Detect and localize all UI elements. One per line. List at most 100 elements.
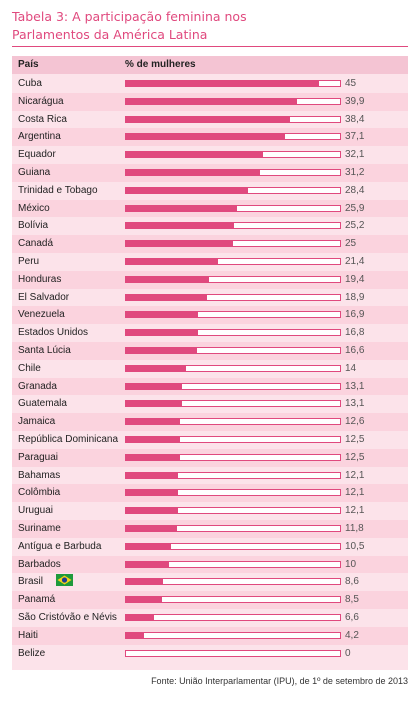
table-row: Antígua e Barbuda 10,5 xyxy=(12,538,408,556)
bar xyxy=(126,348,198,353)
value-label: 19,4 xyxy=(345,273,365,285)
country-label: Canadá xyxy=(18,238,54,250)
bar xyxy=(126,276,210,282)
bar xyxy=(126,579,163,585)
bar-track xyxy=(125,400,341,408)
table-row: São Cristóvão e Névis 6,6 xyxy=(12,609,408,627)
bar xyxy=(126,490,178,496)
country-label: Paraguai xyxy=(18,451,59,463)
bar xyxy=(126,526,177,531)
bar-track xyxy=(125,578,341,586)
bar-track xyxy=(125,525,341,532)
value-label: 12,6 xyxy=(345,416,365,428)
value-label: 25 xyxy=(345,238,357,250)
bar-track xyxy=(125,542,341,550)
table-row: Bolívia 25,2 xyxy=(12,217,408,235)
country-label: Belize xyxy=(18,647,46,659)
bar-track xyxy=(125,97,341,105)
value-label: 16,9 xyxy=(345,309,365,321)
table-row: Canadá 25 xyxy=(12,235,408,253)
value-label: 16,6 xyxy=(345,345,365,356)
table-row: Chile 14 xyxy=(12,360,408,378)
chart-panel: País % de mulheres Cuba 45 Nicarágua 39,9 Co… xyxy=(12,56,408,670)
table-row: Venezuela 16,9 xyxy=(12,306,408,325)
bar xyxy=(126,597,163,603)
value-label: 45 xyxy=(345,78,357,89)
value-label: 12,1 xyxy=(345,469,365,481)
country-label: Nicarágua xyxy=(18,95,64,107)
bar-track xyxy=(125,382,341,390)
table-row: Santa Lúcia 16,6 xyxy=(12,342,408,360)
bar xyxy=(126,116,291,122)
table-row: Honduras 19,4 xyxy=(12,270,408,289)
country-label: Bahamas xyxy=(18,469,61,481)
table-row: Panamá 8,5 xyxy=(12,591,408,609)
bar xyxy=(126,454,180,460)
bar-track xyxy=(125,364,341,372)
bar-track xyxy=(125,489,341,497)
bar-track xyxy=(125,151,341,159)
header-country: País xyxy=(18,59,39,70)
value-label: 38,4 xyxy=(345,113,365,125)
table-row: Granada 13,1 xyxy=(12,377,408,396)
bar-track xyxy=(125,240,341,248)
country-label: Argentina xyxy=(18,131,61,143)
table-row: Colômbia 12,1 xyxy=(12,484,408,503)
country-label: Santa Lúcia xyxy=(18,345,71,356)
country-label: Venezuela xyxy=(18,309,65,321)
source-note: Fonte: União Interparlamentar (IPU), de … xyxy=(151,676,408,686)
table-row: Peru 21,4 xyxy=(12,253,408,271)
bar-track xyxy=(125,347,341,354)
bar xyxy=(126,81,319,86)
bar xyxy=(126,223,234,229)
value-label: 11,8 xyxy=(345,523,364,534)
bar xyxy=(126,134,285,140)
country-label: Barbados xyxy=(18,558,61,570)
bar xyxy=(126,401,183,407)
bar xyxy=(126,543,171,549)
bar xyxy=(126,508,178,514)
value-label: 21,4 xyxy=(345,256,365,267)
value-label: 25,9 xyxy=(345,202,365,214)
value-label: 28,4 xyxy=(345,184,365,196)
table-row: Equador 32,1 xyxy=(12,146,408,164)
bar xyxy=(126,383,183,389)
country-label: Bolívia xyxy=(18,220,49,232)
country-label: Uruguai xyxy=(18,505,54,517)
country-label: Colômbia xyxy=(18,487,61,499)
table-row: Nicarágua 39,9 xyxy=(12,92,408,111)
bar-track xyxy=(125,222,341,230)
value-label: 13,1 xyxy=(345,398,365,410)
table-row: Belize 0 xyxy=(12,645,408,663)
bar-track xyxy=(125,596,341,604)
value-label: 0 xyxy=(345,647,351,659)
bar-track xyxy=(125,453,341,461)
brazil-flag-icon xyxy=(56,574,73,587)
country-label: Chile xyxy=(18,362,41,374)
table-row: Estados Unidos 16,8 xyxy=(12,324,408,342)
bar-track xyxy=(125,631,341,639)
country-label: Suriname xyxy=(18,523,61,534)
bar xyxy=(126,472,178,478)
table-row: Paraguai 12,5 xyxy=(12,448,408,467)
bar xyxy=(126,187,248,193)
bar-track xyxy=(125,204,341,212)
table-row: Bahamas 12,1 xyxy=(12,467,408,485)
bar-track xyxy=(125,507,341,515)
bar xyxy=(126,241,233,247)
country-label: Equador xyxy=(18,149,56,161)
value-label: 25,2 xyxy=(345,220,365,232)
value-label: 10 xyxy=(345,558,357,570)
chart-title: Tabela 3: A participação feminina nos Pa… xyxy=(12,9,247,42)
table-row: Trinidad e Tobago 28,4 xyxy=(12,182,408,200)
value-label: 18,9 xyxy=(345,291,365,303)
country-label: Trinidad e Tobago xyxy=(18,184,98,196)
bar-track xyxy=(125,169,341,176)
value-label: 31,2 xyxy=(345,167,365,178)
table-row: El Salvador 18,9 xyxy=(12,289,408,307)
bar xyxy=(126,98,297,104)
title-divider xyxy=(12,46,408,47)
country-label: Peru xyxy=(18,256,40,267)
bar xyxy=(126,294,207,300)
bar xyxy=(126,330,198,336)
